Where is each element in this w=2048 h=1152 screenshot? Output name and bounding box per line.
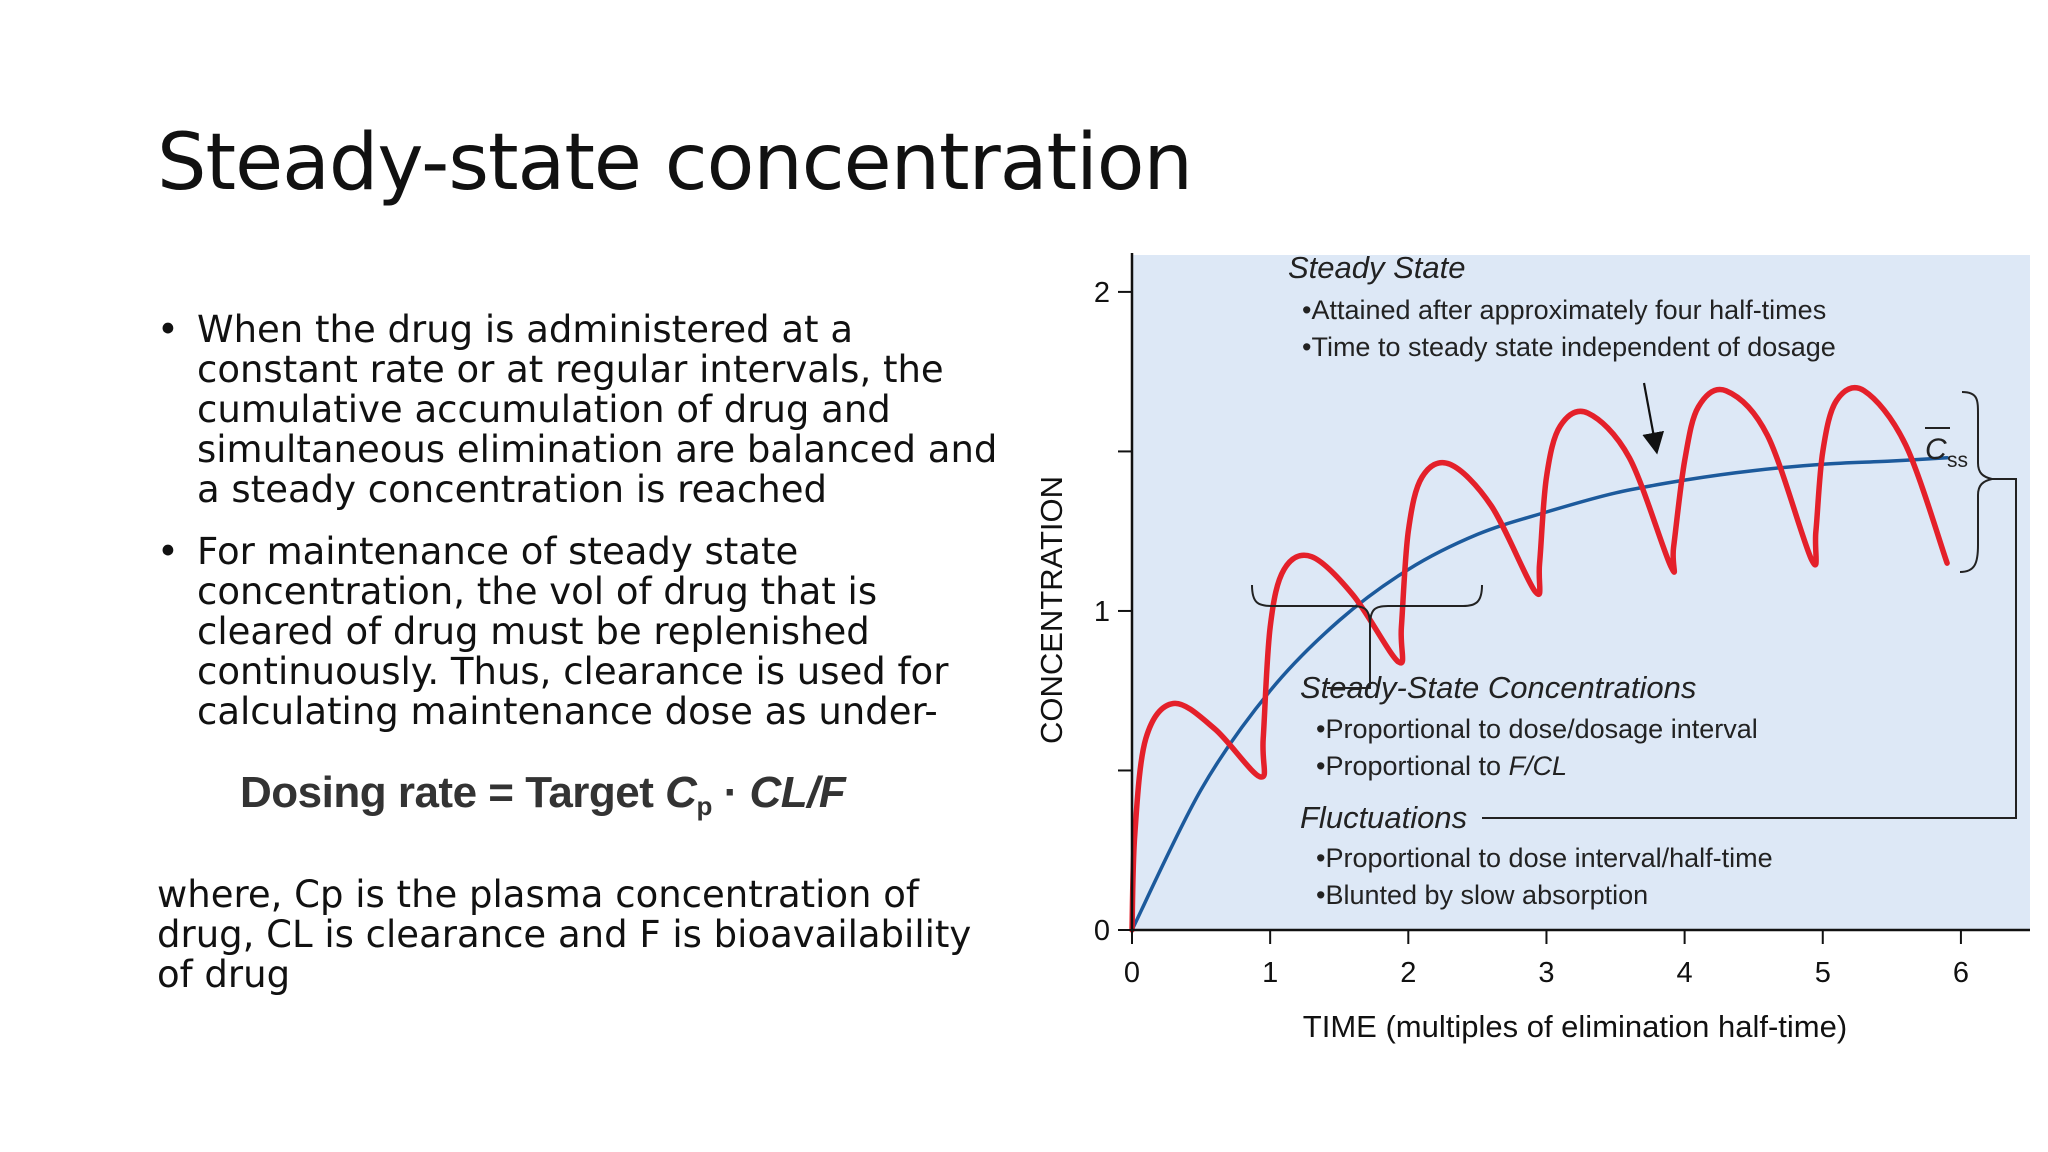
bullet-item: For maintenance of steady state concentr… <box>157 532 1007 732</box>
dosing-rate-formula: Dosing rate = Target Cp · CL/F <box>240 768 846 821</box>
ssc-item: •Proportional to dose/dosage interval <box>1316 714 1758 744</box>
axes-layer: 0 1 2 0 1 2 3 4 5 6 <box>1094 253 2030 989</box>
ssc-connector <box>1327 626 1371 689</box>
formula-equals: = <box>488 768 514 817</box>
x-tick-label: 1 <box>1262 957 1278 989</box>
ssc-title: Steady-State Concentrations <box>1300 670 1696 705</box>
steady-state-item: •Attained after approximately four half-… <box>1302 295 1826 325</box>
formula-lhs: Dosing rate <box>240 768 477 817</box>
series-line-2 <box>1129 385 1950 933</box>
formula-cp: Cp <box>665 768 712 821</box>
slide-title: Steady-state concentration <box>157 118 1193 208</box>
css-subscript: ss <box>1947 449 1968 472</box>
series-line-1 <box>1130 456 1949 932</box>
where-text: where, Cp is the plasma concentration of… <box>157 873 972 996</box>
steady-state-item: •Time to steady state independent of dos… <box>1302 332 1836 362</box>
steady-state-arrow <box>1642 382 1665 455</box>
steady-state-title: Steady State <box>1288 250 1466 285</box>
x-tick-label: 3 <box>1538 957 1554 989</box>
css-label: C ss <box>1925 427 1968 472</box>
ssc-item-text: •Proportional to <box>1316 751 1509 781</box>
formula-target: Target <box>525 768 654 817</box>
fluctuation-connector <box>1482 478 2017 819</box>
x-tick-label: 6 <box>1953 957 1969 989</box>
ssc-item-2: •Proportional to F/CL <box>1316 751 1567 781</box>
x-tick-label: 5 <box>1815 957 1831 989</box>
y-axis-label: CONCENTRATION <box>1034 476 1069 744</box>
bullet-item: When the drug is administered at a const… <box>157 310 1007 510</box>
y-tick-label: 2 <box>1094 277 1110 309</box>
formula-cp-sub: p <box>696 791 712 821</box>
steady-state-chart: 0 1 2 0 1 2 3 4 5 6 CONCENTRATION TIME (multiples… <box>1034 250 2030 1044</box>
x-tick-label: 0 <box>1124 957 1140 989</box>
series-layer <box>1129 385 1950 933</box>
x-tick-label: 4 <box>1677 957 1693 989</box>
y-tick-label: 0 <box>1094 915 1110 947</box>
fluctuations-item: •Proportional to dose interval/half-time <box>1316 843 1773 873</box>
formula-cp-symbol: C <box>665 768 697 817</box>
bullet-list: When the drug is administered at a const… <box>157 310 1007 754</box>
fluctuations-item: •Blunted by slow absorption <box>1316 880 1648 910</box>
y-tick-label: 1 <box>1094 596 1110 628</box>
css-symbol: C <box>1925 433 1947 466</box>
x-axis-label: TIME (multiples of elimination half-time… <box>1303 1009 1847 1044</box>
ssc-item-italic: F/CL <box>1509 751 1568 781</box>
formula-clf: CL/F <box>749 768 846 817</box>
fluctuations-title: Fluctuations <box>1300 800 1467 835</box>
x-tick-label: 2 <box>1400 957 1416 989</box>
formula-dot: · <box>723 768 739 817</box>
